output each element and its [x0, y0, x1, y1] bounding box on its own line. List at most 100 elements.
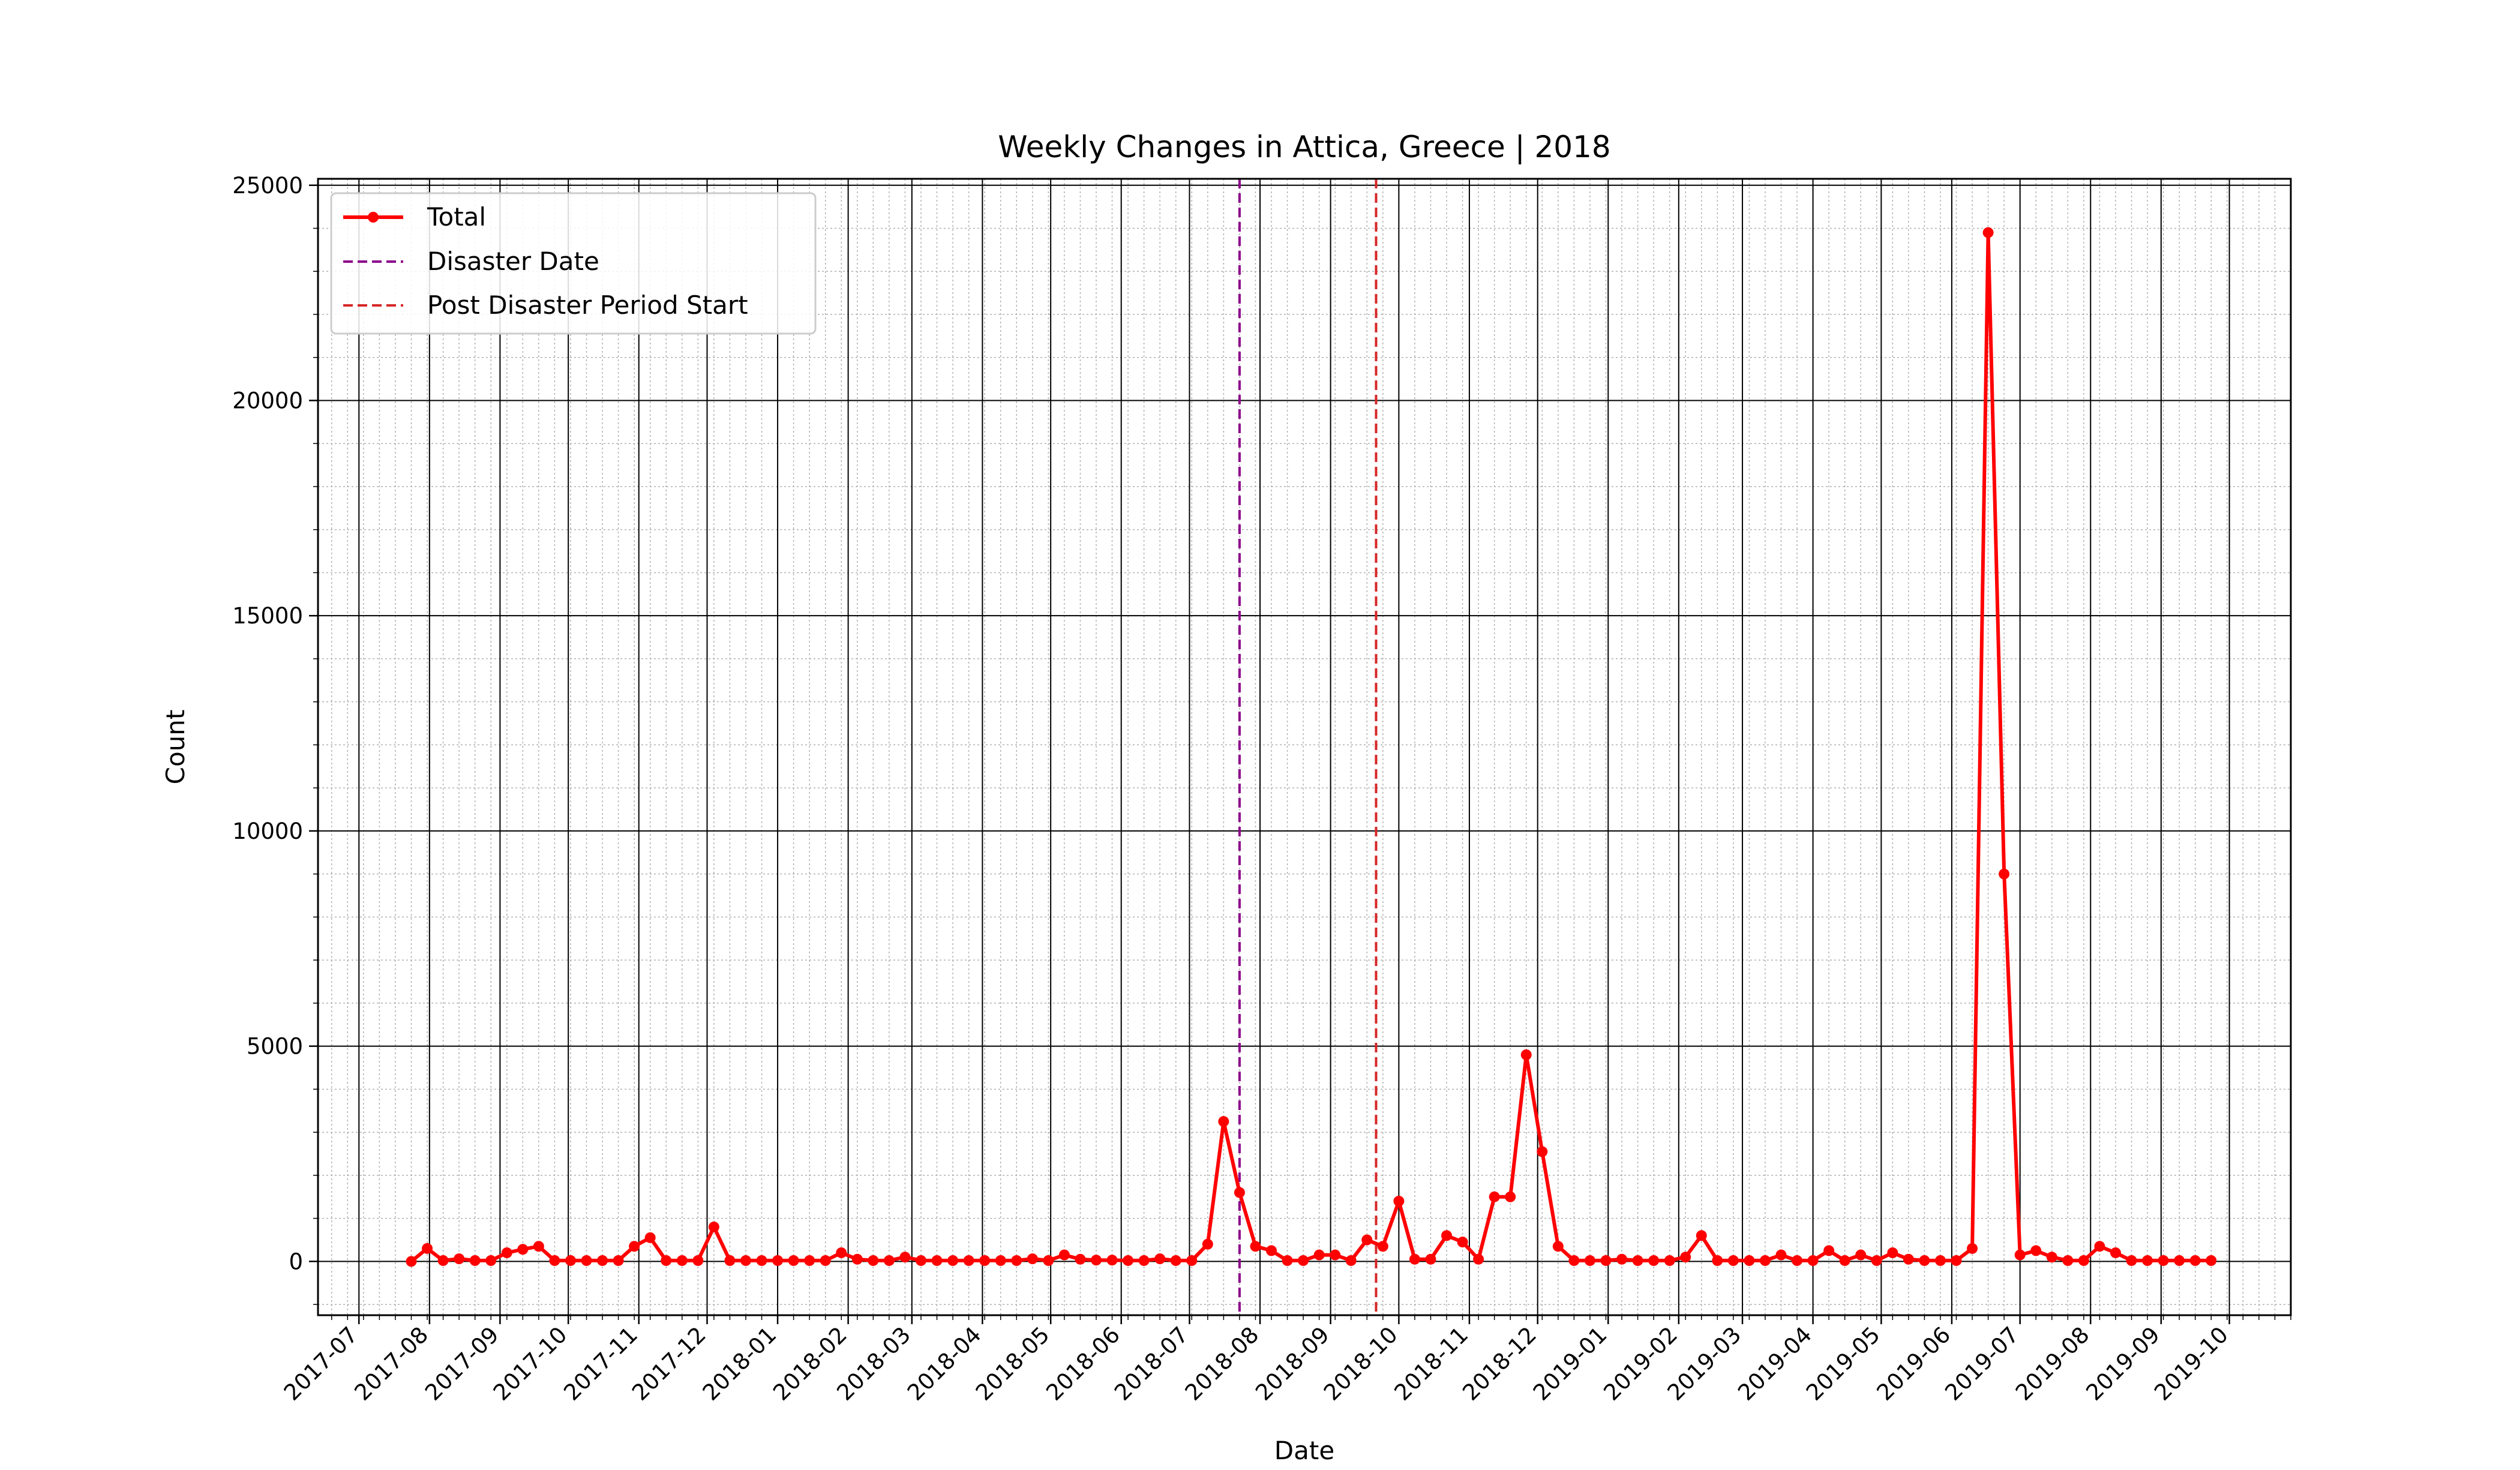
total-data-point [1027, 1253, 1038, 1265]
total-data-point [1457, 1237, 1468, 1248]
total-data-point [533, 1241, 544, 1252]
total-data-point [629, 1241, 640, 1252]
total-data-point [1282, 1255, 1293, 1266]
total-data-point [1568, 1255, 1580, 1266]
total-data-point [931, 1255, 943, 1266]
total-data-point [1425, 1253, 1436, 1265]
total-data-point [724, 1255, 736, 1266]
reference-lines [1238, 179, 1378, 1315]
total-data-point [1982, 227, 1994, 238]
total-data-point [469, 1255, 481, 1266]
y-axis-ticks: 0 5000 10000 15000 20000 25000 [232, 173, 318, 1305]
total-data-point [1106, 1255, 1118, 1266]
total-data-point [2189, 1255, 2201, 1266]
total-data-point [1712, 1255, 1723, 1266]
total-data-point [1075, 1253, 1086, 1265]
total-data-point [485, 1255, 497, 1266]
total-data-point [1967, 1243, 1978, 1254]
total-data-point [1759, 1255, 1771, 1266]
total-data-point [1584, 1255, 1595, 1266]
total-data-point [995, 1255, 1006, 1266]
total-data-point [1505, 1191, 1516, 1202]
total-data-point [1727, 1255, 1739, 1266]
total-data-point [1170, 1255, 1181, 1266]
total-data-point [2094, 1241, 2105, 1252]
total-data-point [1186, 1255, 1198, 1266]
total-data-point [1887, 1247, 1898, 1258]
total-data-point [1489, 1191, 1500, 1202]
total-data-point [1202, 1238, 1213, 1250]
total-data-point [1330, 1249, 1341, 1261]
total-data-point [1250, 1241, 1261, 1252]
total-data-point [979, 1255, 991, 1266]
total-data-point [1266, 1245, 1277, 1256]
total-data-point [501, 1247, 512, 1258]
total-data-point [1154, 1253, 1166, 1265]
total-data-point [613, 1255, 624, 1266]
total-data-point [1871, 1255, 1882, 1266]
total-data-point [899, 1252, 911, 1263]
total-data-point [1775, 1249, 1787, 1261]
total-data-point [820, 1255, 831, 1266]
legend: Total Disaster Date Post Disaster Period… [330, 192, 817, 335]
total-data-point [1393, 1195, 1405, 1207]
total-data-point [1090, 1255, 1102, 1266]
x-axis-label: Date [1274, 1436, 1334, 1465]
total-data-point [2078, 1255, 2089, 1266]
legend-box [330, 192, 817, 335]
minor-grid [318, 179, 2291, 1315]
total-data-point [947, 1255, 959, 1266]
total-data-point [788, 1255, 799, 1266]
y-axis-label: Count [161, 710, 190, 785]
total-data-point [772, 1255, 784, 1266]
total-data-point [1234, 1187, 1245, 1198]
total-data-point [2174, 1255, 2185, 1266]
total-data-point [1313, 1249, 1325, 1261]
series-layer [406, 227, 2217, 1267]
total-data-point [1011, 1255, 1022, 1266]
total-data-point [454, 1253, 465, 1265]
y-tick-label: 0 [289, 1249, 303, 1274]
total-data-point [1696, 1230, 1707, 1241]
total-data-point [963, 1255, 974, 1266]
total-data-point [644, 1232, 656, 1243]
total-data-point [1823, 1245, 1835, 1256]
total-data-point [517, 1244, 529, 1255]
total-data-point [1934, 1255, 1946, 1266]
total-data-point [1680, 1252, 1691, 1263]
y-tick-label: 15000 [232, 603, 303, 629]
total-data-point [868, 1255, 879, 1266]
total-data-point [836, 1247, 847, 1258]
total-data-point [1043, 1255, 1054, 1266]
total-data-point [1345, 1255, 1357, 1266]
total-data-point [2062, 1255, 2074, 1266]
total-data-point [2110, 1247, 2121, 1258]
major-grid [318, 179, 2291, 1315]
y-tick-label: 10000 [232, 818, 303, 844]
legend-total-marker [368, 212, 379, 223]
total-data-point [851, 1253, 863, 1265]
y-tick-label: 20000 [232, 388, 303, 413]
total-data-point [2158, 1255, 2169, 1266]
total-data-point [1903, 1253, 1914, 1265]
total-data-point [1537, 1146, 1548, 1157]
total-data-point [597, 1255, 608, 1266]
total-data-point [1473, 1253, 1484, 1265]
plot-frame [317, 178, 2292, 1316]
total-data-point [437, 1255, 449, 1266]
total-data-point [1664, 1255, 1675, 1266]
total-data-point [1520, 1049, 1532, 1060]
total-data-point [406, 1256, 417, 1267]
total-data-point [2030, 1245, 2042, 1256]
total-data-point [422, 1243, 433, 1254]
total-data-point [661, 1255, 672, 1266]
total-data-point [756, 1255, 767, 1266]
total-data-point [1616, 1253, 1628, 1265]
total-data-point [692, 1255, 704, 1266]
total-data-point [1361, 1234, 1373, 1246]
total-data-point [2142, 1255, 2153, 1266]
total-data-point [1409, 1253, 1420, 1265]
total-data-point [1951, 1255, 1962, 1266]
total-data-point [1218, 1116, 1229, 1127]
